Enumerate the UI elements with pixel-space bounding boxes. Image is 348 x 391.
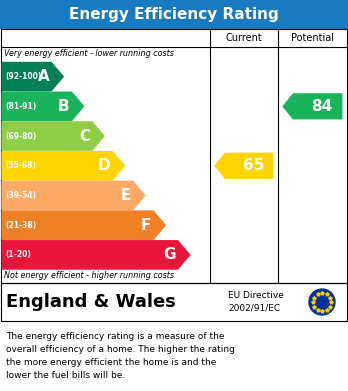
Circle shape (309, 289, 335, 315)
Text: G: G (163, 248, 176, 262)
Text: (39-54): (39-54) (5, 191, 36, 200)
Text: (55-68): (55-68) (5, 161, 36, 170)
Text: Very energy efficient - lower running costs: Very energy efficient - lower running co… (4, 50, 174, 59)
Text: The energy efficiency rating is a measure of the
overall efficiency of a home. T: The energy efficiency rating is a measur… (6, 332, 235, 380)
Text: B: B (58, 99, 70, 114)
Polygon shape (2, 211, 165, 239)
Text: Energy Efficiency Rating: Energy Efficiency Rating (69, 7, 279, 22)
Polygon shape (2, 63, 63, 91)
Polygon shape (2, 92, 84, 120)
Polygon shape (283, 94, 342, 119)
Polygon shape (2, 241, 190, 269)
Text: England & Wales: England & Wales (6, 293, 176, 311)
Text: Not energy efficient - higher running costs: Not energy efficient - higher running co… (4, 271, 174, 280)
Bar (1, 29, 347, 283)
Text: D: D (98, 158, 110, 173)
Polygon shape (2, 152, 124, 180)
Text: Current: Current (226, 33, 262, 43)
Polygon shape (215, 153, 273, 178)
Bar (1, 283, 347, 321)
Text: (92-100): (92-100) (5, 72, 41, 81)
Text: 84: 84 (311, 99, 333, 114)
Text: (1-20): (1-20) (5, 250, 31, 259)
Text: F: F (141, 218, 151, 233)
Text: C: C (79, 129, 90, 143)
Bar (0, 0, 348, 28)
Polygon shape (2, 122, 104, 150)
Text: 65: 65 (243, 158, 264, 173)
Polygon shape (2, 181, 145, 210)
Text: A: A (38, 69, 49, 84)
Text: (21-38): (21-38) (5, 221, 36, 230)
Text: Potential: Potential (291, 33, 334, 43)
Text: E: E (120, 188, 131, 203)
Text: (81-91): (81-91) (5, 102, 36, 111)
Text: (69-80): (69-80) (5, 131, 36, 140)
Text: EU Directive
2002/91/EC: EU Directive 2002/91/EC (228, 291, 284, 313)
